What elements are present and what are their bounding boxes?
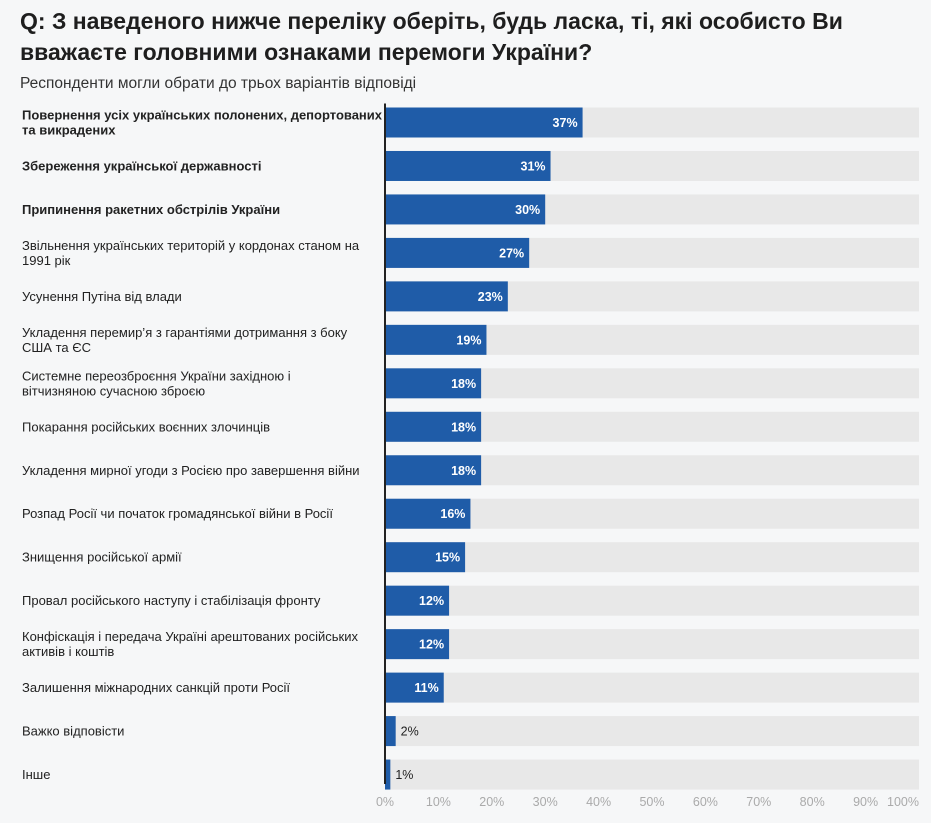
bar bbox=[385, 411, 482, 442]
category-label-line: Покарання російських воєнних злочинців bbox=[22, 419, 270, 434]
bar-track bbox=[385, 672, 919, 703]
category-label-line: Інше bbox=[22, 767, 50, 782]
category-label-line: Провал російського наступу і стабілізаці… bbox=[22, 593, 321, 608]
bar-value-label: 31% bbox=[521, 159, 546, 173]
bar-value-label: 27% bbox=[499, 246, 524, 260]
bar-value-label: 1% bbox=[395, 768, 413, 782]
x-tick-label: 50% bbox=[639, 795, 664, 809]
bar bbox=[385, 759, 391, 790]
bar-value-label: 16% bbox=[440, 507, 465, 521]
category-label-line: Повернення усіх українських полонених, д… bbox=[22, 108, 383, 123]
bar-track bbox=[385, 542, 919, 573]
x-tick-label: 80% bbox=[800, 795, 825, 809]
x-tick-label: 100% bbox=[887, 795, 919, 809]
bar-track bbox=[385, 498, 919, 529]
x-tick-label: 0% bbox=[376, 795, 394, 809]
category-label-line: активів і коштів bbox=[22, 644, 114, 659]
bar bbox=[385, 672, 444, 703]
category-label: Усунення Путіна від влади bbox=[22, 289, 182, 304]
category-label-line: Усунення Путіна від влади bbox=[22, 289, 182, 304]
category-label-line: та викрадених bbox=[22, 123, 116, 138]
category-label-line: Системне переозброєння України західною … bbox=[22, 368, 291, 383]
category-label: Повернення усіх українських полонених, д… bbox=[22, 108, 383, 138]
category-label-line: Залишення міжнародних санкцій проти Росі… bbox=[22, 680, 290, 695]
chart-title: Q: З наведеного нижче переліку оберіть, … bbox=[20, 8, 843, 65]
chart-subtitle: Респонденти могли обрати до трьох варіан… bbox=[20, 75, 417, 92]
category-label: Укладення мирної угоди з Росією про заве… bbox=[22, 463, 360, 478]
bar-value-label: 23% bbox=[478, 290, 503, 304]
bar bbox=[385, 542, 466, 573]
bar bbox=[385, 324, 487, 355]
bar bbox=[385, 281, 508, 312]
bar-value-label: 12% bbox=[419, 594, 444, 608]
bar-value-label: 37% bbox=[553, 116, 578, 130]
bar-value-label: 18% bbox=[451, 464, 476, 478]
bar-value-label: 19% bbox=[456, 333, 481, 347]
bar-track bbox=[385, 716, 919, 747]
category-label: Конфіскація і передача Україні арештован… bbox=[22, 629, 358, 659]
category-label: Розпад Росії чи початок громадянської ві… bbox=[22, 506, 333, 521]
bar bbox=[385, 150, 551, 181]
bar-track bbox=[385, 629, 919, 660]
category-label-line: Знищення російської армії bbox=[22, 550, 182, 565]
bar bbox=[385, 194, 546, 225]
x-tick-label: 30% bbox=[533, 795, 558, 809]
bar bbox=[385, 716, 396, 747]
bar-value-label: 15% bbox=[435, 551, 460, 565]
x-tick-label: 40% bbox=[586, 795, 611, 809]
x-tick-label: 10% bbox=[426, 795, 451, 809]
category-label: Залишення міжнародних санкцій проти Росі… bbox=[22, 680, 290, 695]
category-label: Важко відповісти bbox=[22, 724, 124, 739]
bar-track bbox=[385, 585, 919, 616]
category-label-line: Важко відповісти bbox=[22, 724, 124, 739]
bar bbox=[385, 498, 471, 529]
category-label-line: Укладення перемир’я з гарантіями дотрима… bbox=[22, 325, 348, 340]
bar bbox=[385, 368, 482, 399]
bar bbox=[385, 455, 482, 486]
bar-value-label: 11% bbox=[414, 681, 438, 695]
category-label-line: США та ЄС bbox=[22, 340, 91, 355]
category-label: Покарання російських воєнних злочинців bbox=[22, 419, 270, 434]
bar-value-label: 12% bbox=[419, 638, 444, 652]
category-label-line: вітчизняною сучасною зброєю bbox=[22, 383, 205, 398]
category-label: Системне переозброєння України західною … bbox=[22, 368, 291, 398]
category-label: Припинення ракетних обстрілів України bbox=[22, 202, 280, 217]
category-label: Інше bbox=[22, 767, 50, 782]
category-label-line: Звільнення українських територій у кордо… bbox=[22, 238, 360, 253]
bar-track bbox=[385, 759, 919, 790]
category-label-line: 1991 рік bbox=[22, 253, 71, 268]
x-tick-label: 20% bbox=[479, 795, 504, 809]
category-label-line: Конфіскація і передача Україні арештован… bbox=[22, 629, 358, 644]
bar bbox=[385, 629, 450, 660]
category-label: Провал російського наступу і стабілізаці… bbox=[22, 593, 321, 608]
category-label: Звільнення українських територій у кордо… bbox=[22, 238, 360, 268]
bar bbox=[385, 107, 583, 138]
bar bbox=[385, 237, 530, 268]
x-tick-label: 60% bbox=[693, 795, 718, 809]
bar bbox=[385, 585, 450, 616]
category-label: Укладення перемир’я з гарантіями дотрима… bbox=[22, 325, 348, 355]
x-tick-label: 90% bbox=[853, 795, 878, 809]
category-label-line: Припинення ракетних обстрілів України bbox=[22, 202, 280, 217]
bar-value-label: 18% bbox=[451, 420, 476, 434]
bar-value-label: 2% bbox=[401, 725, 419, 739]
category-label-line: Збереження української державності bbox=[22, 158, 261, 173]
category-label-line: Укладення мирної угоди з Росією про заве… bbox=[22, 463, 360, 478]
category-label-line: Розпад Росії чи початок громадянської ві… bbox=[22, 506, 333, 521]
bar-value-label: 18% bbox=[451, 377, 476, 391]
bar-value-label: 30% bbox=[515, 203, 540, 217]
category-label: Знищення російської армії bbox=[22, 550, 182, 565]
category-label: Збереження української державності bbox=[22, 158, 261, 173]
x-tick-label: 70% bbox=[746, 795, 771, 809]
